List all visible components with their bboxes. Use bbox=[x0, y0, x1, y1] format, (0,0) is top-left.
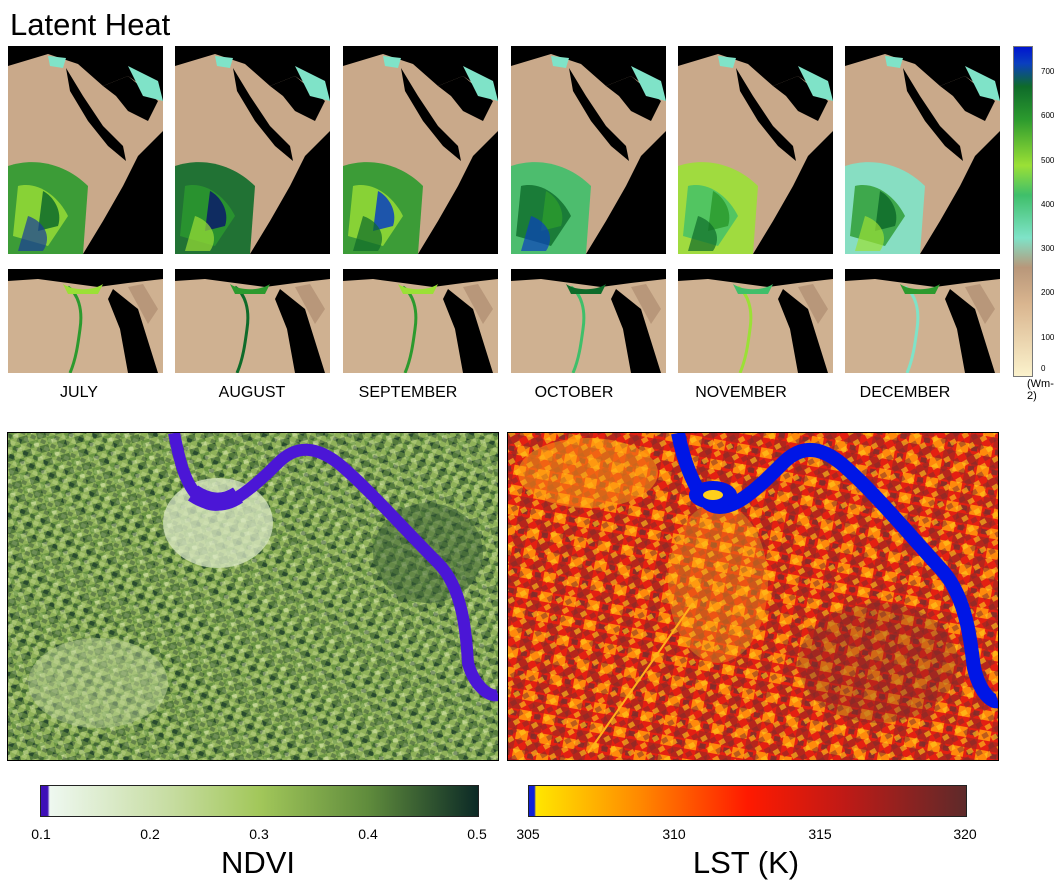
latent-heat-map-region-1 bbox=[8, 46, 163, 254]
ndvi-colorbar bbox=[40, 785, 479, 817]
latent-heat-tick-600: 600 bbox=[1041, 111, 1055, 120]
month-label-november: NOVEMBER bbox=[695, 384, 787, 401]
month-label-september: SEPTEMBER bbox=[358, 384, 458, 401]
lst-colorbar bbox=[528, 785, 967, 817]
ndvi-map-image bbox=[8, 433, 498, 760]
ndvi-tick-2: 0.3 bbox=[249, 826, 269, 842]
month-label-december: DECEMBER bbox=[859, 384, 951, 401]
figure-title: Latent Heat bbox=[10, 7, 171, 42]
ndvi-tick-0: 0.1 bbox=[31, 826, 51, 842]
lst-tick-2: 315 bbox=[808, 826, 832, 842]
ndvi-tick-3: 0.4 bbox=[358, 826, 378, 842]
lst-label: LST (K) bbox=[692, 845, 800, 880]
latent-heat-unit: (Wm-2) bbox=[1027, 378, 1054, 402]
lst-tick-1: 310 bbox=[662, 826, 686, 842]
latent-heat-tick-0: 0 bbox=[1041, 364, 1046, 373]
lst-tick-3: 320 bbox=[953, 826, 977, 842]
latent-heat-map-region-6 bbox=[845, 46, 1000, 254]
latent-heat-map-egypt-2 bbox=[175, 269, 330, 373]
latent-heat-map-region-2 bbox=[175, 46, 330, 254]
latent-heat-tick-200: 200 bbox=[1041, 288, 1055, 297]
latent-heat-tick-100: 100 bbox=[1041, 333, 1055, 342]
latent-heat-tick-400: 400 bbox=[1041, 200, 1055, 209]
latent-heat-map-region-3 bbox=[343, 46, 498, 254]
latent-heat-map-egypt-3 bbox=[343, 269, 498, 373]
lst-map-image bbox=[508, 433, 998, 760]
lst-map bbox=[507, 432, 999, 761]
ndvi-tick-4: 0.5 bbox=[467, 826, 487, 842]
latent-heat-tick-500: 500 bbox=[1041, 156, 1055, 165]
lst-tick-0: 305 bbox=[516, 826, 540, 842]
latent-heat-map-region-5 bbox=[678, 46, 833, 254]
month-label-october: OCTOBER bbox=[534, 384, 614, 401]
month-label-august: AUGUST bbox=[218, 384, 286, 401]
latent-heat-tick-700: 700 bbox=[1041, 67, 1055, 76]
latent-heat-map-egypt-4 bbox=[511, 269, 666, 373]
latent-heat-map-egypt-6 bbox=[845, 269, 1000, 373]
latent-heat-colorbar bbox=[1013, 46, 1033, 377]
latent-heat-map-egypt-5 bbox=[678, 269, 833, 373]
month-label-july: JULY bbox=[60, 384, 98, 401]
ndvi-label: NDVI bbox=[220, 845, 296, 880]
ndvi-map bbox=[7, 432, 499, 761]
latent-heat-map-region-4 bbox=[511, 46, 666, 254]
ndvi-tick-1: 0.2 bbox=[140, 826, 160, 842]
latent-heat-map-egypt-1 bbox=[8, 269, 163, 373]
latent-heat-tick-300: 300 bbox=[1041, 244, 1055, 253]
